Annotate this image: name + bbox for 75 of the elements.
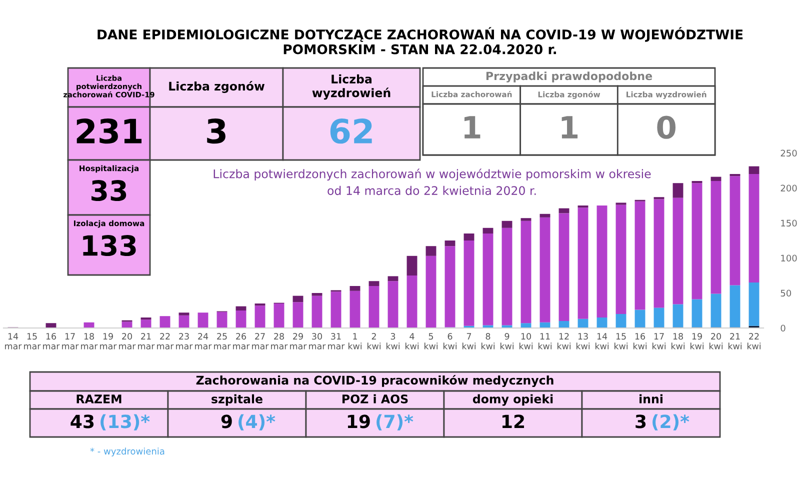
category-label: domy opieki [472,394,553,406]
x-tick-label: 5 kwi [424,333,438,350]
x-tick-label: 12 kwi [557,333,571,350]
x-tick-label: 25 mar [214,333,231,350]
data-label: 3 [636,414,646,428]
y-tick-label: 100 [781,254,797,262]
x-tick-label: 19 kwi [690,333,704,350]
x-tick-label: 7 kwi [462,333,476,350]
x-tick-label: 6 kwi [443,333,457,350]
data-label: 1 [464,116,480,138]
x-tick-label: 13 kwi [576,333,590,350]
x-tick-label: 18 mar [81,333,98,350]
x-tick-label: 9 kwi [500,333,514,350]
x-tick-label: 20 kwi [709,333,723,350]
data-label: 19 [348,414,370,428]
x-tick-label: 18 kwi [671,333,685,350]
x-tick-label: 28 mar [271,333,288,350]
x-tick-label: 24 mar [195,333,212,350]
text: (2)* [652,414,690,430]
x-tick-label: 14 kwi [595,333,609,350]
category-label: inni [640,394,662,404]
data-label: 0 [657,116,676,139]
x-tick-label: 29 mar [290,333,307,350]
x-tick-label: 31 mar [328,333,345,350]
text: (13)* [100,414,150,430]
x-tick-label: 2 kwi [367,333,381,350]
x-tick-label: 22 mar [157,333,174,350]
text: DANE EPIDEMIOLOGICZNE DOTYCZĄCE ZACHOROWAŃ NA COVID-19 W WOJEWÓDZTWIE POMORSKIM - STAN NA 22.04.2020 r. [98,27,743,54]
x-tick-label: 21 mar [138,333,155,350]
text: (7)* [376,414,414,430]
text: Liczba potwierdzonych zachorowań w województwie pomorskim w okresie od 14 marca do 22 kwietnia 2020 r. [214,168,651,196]
x-tick-label: 10 kwi [519,333,533,350]
data-label: 3 [207,118,226,144]
y-tick-label: 0 [780,324,786,332]
x-tick-label: 4 kwi [405,333,419,350]
x-tick-label: 1 kwi [348,333,362,350]
x-tick-label: 16 kwi [633,333,647,350]
category-label: RAZEM [76,394,122,404]
x-tick-label: 21 kwi [728,333,742,350]
data-label: 12 [502,414,524,428]
y-tick-label: 200 [780,184,797,192]
y-tick-label: 150 [781,220,797,227]
data-label: 43 [70,414,94,428]
x-tick-label: 19 mar [100,333,117,350]
x-tick-label: 3 kwi [386,333,400,350]
x-tick-label: 17 kwi [652,333,666,350]
text: Zachorowania na COVID-19 pracowników medycznych [196,375,554,387]
x-tick-label: 22 kwi [747,333,761,350]
y-tick-label: 50 [780,290,792,297]
data-label: 231 [76,118,142,144]
text: * - wyzdrowienia [90,448,164,456]
data-label: 133 [83,235,136,256]
x-tick-label: 26 mar [233,333,250,350]
x-tick-label: 17 mar [62,333,79,350]
category-label: Liczba zgonów [169,81,264,93]
x-tick-label: 8 kwi [481,333,495,350]
x-tick-label: 15 mar [24,333,41,350]
x-tick-label: 14 mar [5,333,22,350]
data-label: 9 [221,414,232,428]
x-tick-label: 16 mar [43,333,60,350]
y-tick-label: 250 [780,150,797,157]
x-tick-label: 11 kwi [538,333,552,350]
data-label: 33 [92,180,126,202]
data-label: 1 [562,116,578,138]
data-label: 62 [330,118,372,144]
text: Przypadki prawdopodobne [486,72,652,82]
x-tick-label: 30 mar [309,333,326,350]
x-tick-label: 15 kwi [614,333,628,350]
x-tick-label: 20 mar [119,333,136,350]
text: (4)* [238,414,276,430]
category-label: szpitale [212,394,262,406]
x-tick-label: 27 mar [252,333,269,350]
x-tick-label: 23 mar [176,333,193,350]
category-label: Liczba wyzdrowień [312,74,390,100]
category-label: POZ i AOS [342,394,408,404]
